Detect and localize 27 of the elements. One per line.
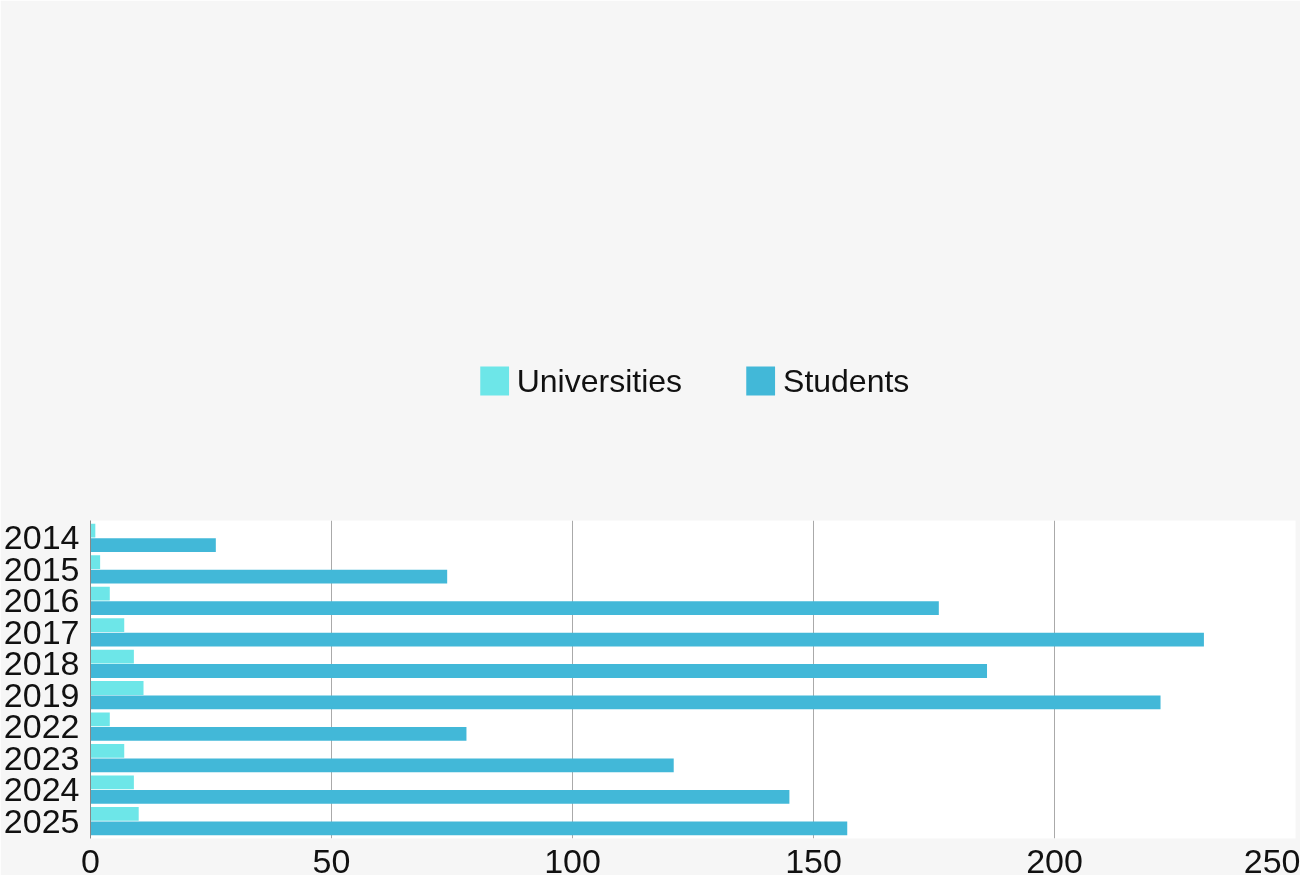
bar: [90, 586, 110, 601]
bar: [90, 695, 1161, 710]
bar: [90, 744, 125, 758]
x-tick-label: 50: [312, 841, 351, 880]
bar: [90, 649, 134, 664]
bar: [90, 790, 790, 804]
x-tick-label: 150: [785, 841, 842, 880]
legend-label: Students: [783, 362, 910, 400]
x-tick-label: 100: [544, 841, 601, 880]
bar: [90, 569, 448, 584]
bar: [90, 821, 848, 836]
bar: [90, 681, 144, 695]
x-tick-label: 0: [81, 841, 100, 880]
bar: [90, 758, 674, 773]
bar: [90, 807, 139, 821]
bar: [90, 727, 467, 741]
bar: [90, 555, 101, 569]
x-tick-label: 200: [1026, 841, 1083, 880]
bar: [90, 712, 110, 727]
bar: [90, 664, 988, 678]
bar: [90, 538, 216, 552]
legend-label: Universities: [516, 362, 683, 400]
bar: [90, 601, 939, 615]
bar: [90, 618, 125, 632]
bar: [90, 632, 1204, 647]
bar: [90, 775, 134, 790]
x-tick-label: 250: [1243, 841, 1301, 880]
